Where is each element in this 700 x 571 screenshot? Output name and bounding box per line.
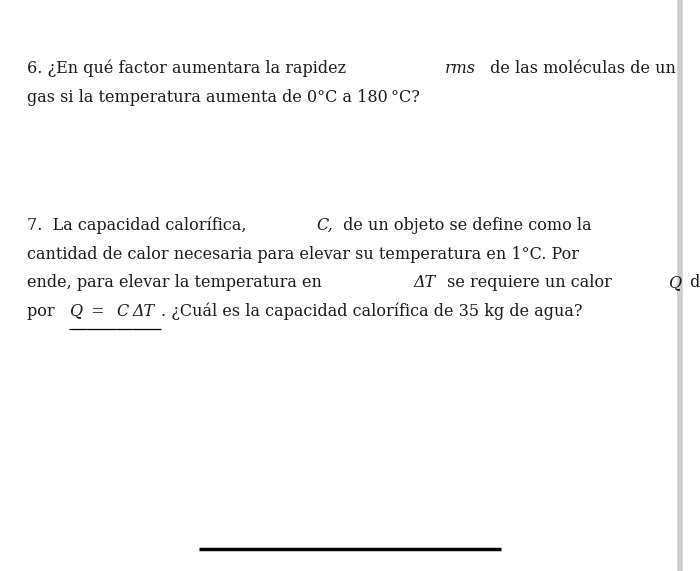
Text: 7.  La capacidad calorífica,: 7. La capacidad calorífica, <box>27 217 251 235</box>
Text: Q: Q <box>69 303 82 320</box>
Text: ΔT: ΔT <box>414 274 436 291</box>
Text: =: = <box>86 303 109 320</box>
Text: cantidad de calor necesaria para elevar su temperatura en 1°C. Por: cantidad de calor necesaria para elevar … <box>27 246 579 263</box>
Text: Q: Q <box>668 274 681 291</box>
Text: C: C <box>116 303 129 320</box>
Text: se requiere un calor: se requiere un calor <box>442 274 617 291</box>
Text: de las moléculas de un: de las moléculas de un <box>485 60 676 77</box>
Text: ende, para elevar la temperatura en: ende, para elevar la temperatura en <box>27 274 327 291</box>
Text: rms: rms <box>445 60 476 77</box>
Text: . ¿Cuál es la capacidad calorífica de 35 kg de agua?: . ¿Cuál es la capacidad calorífica de 35… <box>161 303 582 320</box>
Text: por: por <box>27 303 60 320</box>
Text: 6. ¿En qué factor aumentara la rapidez: 6. ¿En qué factor aumentara la rapidez <box>27 60 351 78</box>
Text: dado: dado <box>685 274 700 291</box>
Text: C,: C, <box>316 217 333 234</box>
Text: de un objeto se define como la: de un objeto se define como la <box>338 217 592 234</box>
Text: gas si la temperatura aumenta de 0°C a 180 °C?: gas si la temperatura aumenta de 0°C a 1… <box>27 89 419 106</box>
Text: ΔT: ΔT <box>132 303 155 320</box>
